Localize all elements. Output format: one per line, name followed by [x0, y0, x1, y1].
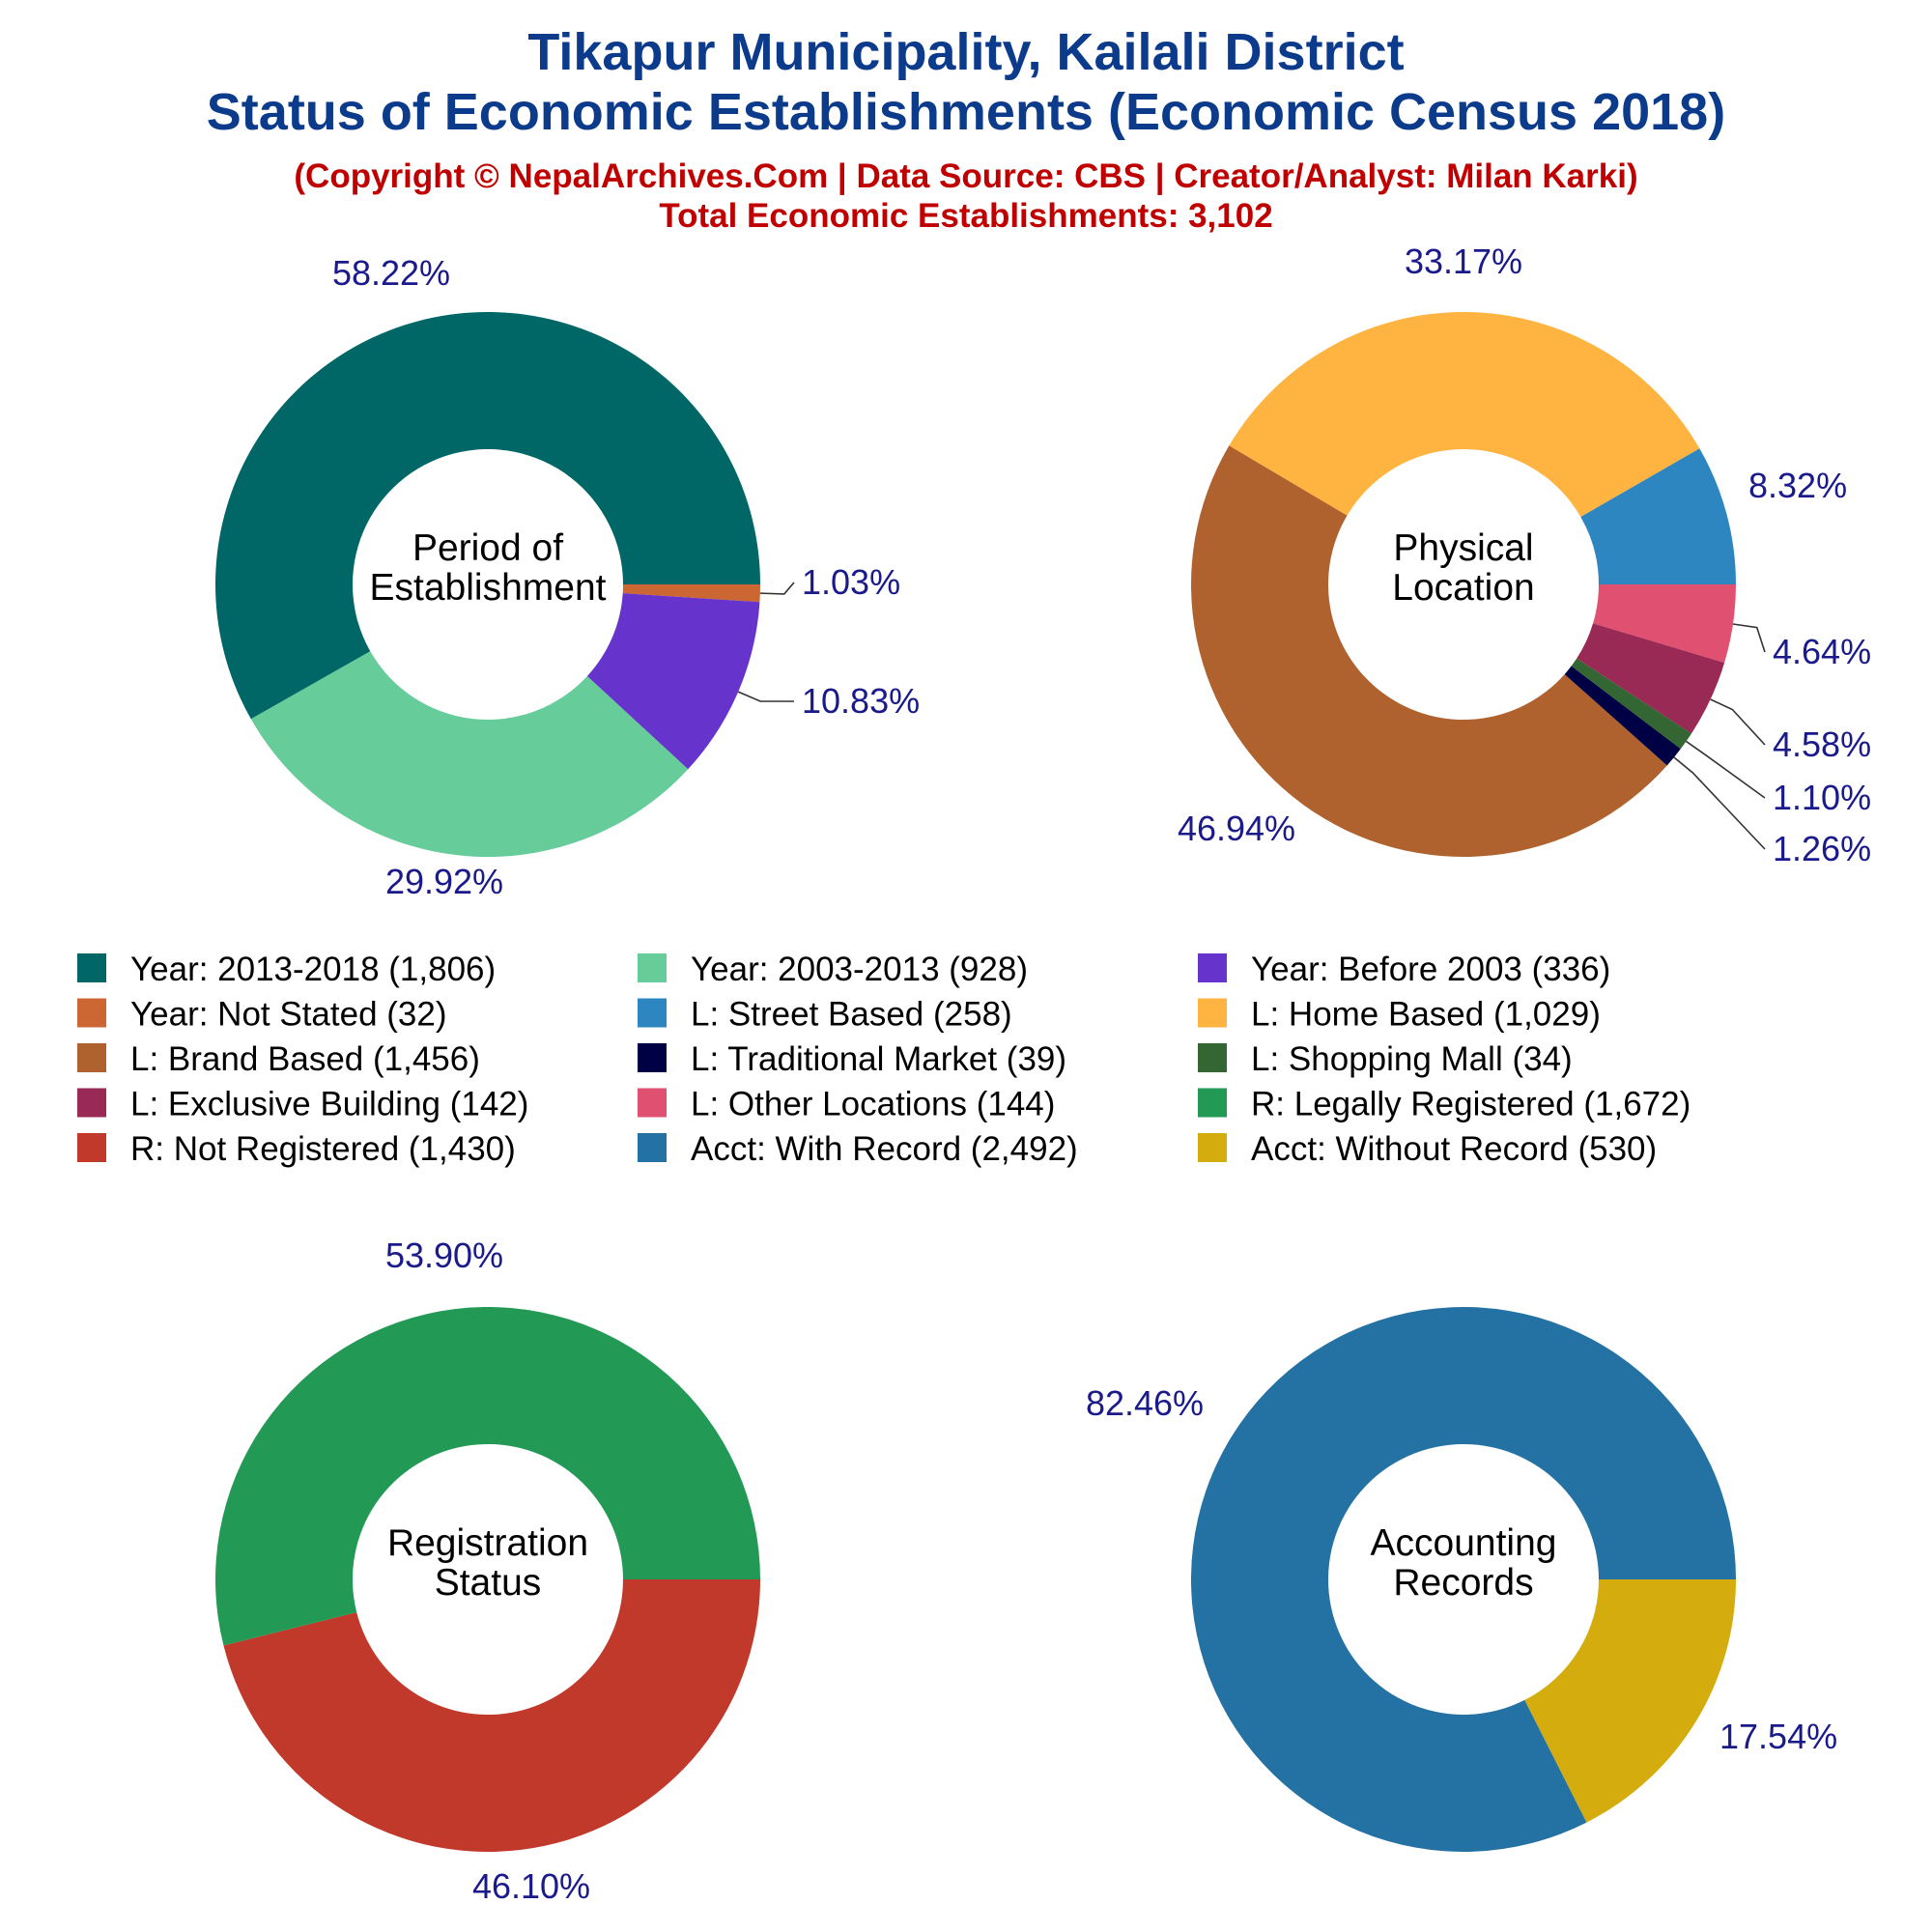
- legend-label-acct-with-record-2-492: Acct: With Record (2,492): [691, 1130, 1078, 1168]
- legend-label-year-2013-2018-1-806: Year: 2013-2018 (1,806): [130, 951, 496, 988]
- percent-label-l-traditional-market: 1.26%: [1773, 829, 1871, 868]
- title-line-1: Tikapur Municipality, Kailali District: [527, 23, 1404, 81]
- leader-line-l-traditional-market: [1673, 756, 1766, 850]
- center-label-line-2: Establishment: [370, 567, 607, 609]
- center-label-line-1: Physical: [1393, 527, 1533, 569]
- slice-acct-with-record: [1191, 1306, 1736, 1852]
- title-line-2: Status of Economic Establishments (Econo…: [207, 83, 1725, 141]
- slice-r-not-registered: [223, 1579, 760, 1852]
- percent-label-l-street-based: 8.32%: [1748, 466, 1847, 505]
- slice-year-2003-2013: [250, 651, 689, 857]
- percent-label-year-2013-2018: 58.22%: [332, 253, 450, 293]
- slice-l-exclusive-building: [1577, 623, 1725, 734]
- percent-label-l-shopping-mall: 1.10%: [1773, 778, 1871, 817]
- slice-acct-without-record: [1524, 1579, 1736, 1823]
- legend: Year: 2013-2018 (1,806) Year: 2003-2013 (…: [77, 951, 1690, 1168]
- legend-label-r-not-registered-1-430: R: Not Registered (1,430): [130, 1130, 516, 1168]
- legend-label-l-shopping-mall-34: L: Shopping Mall (34): [1251, 1040, 1573, 1078]
- legend-swatch-l-shopping-mall-34: [1198, 1043, 1227, 1072]
- legend-swatch-year-not-stated-32: [77, 998, 106, 1028]
- slice-l-home-based: [1229, 311, 1700, 518]
- percent-label-year-before-2003: 10.83%: [802, 681, 920, 721]
- percent-label-acct-with-record: 82.46%: [1086, 1383, 1204, 1423]
- slice-l-street-based: [1580, 448, 1736, 584]
- legend-swatch-year-2013-2018-1-806: [77, 953, 106, 982]
- slice-l-traditional-market: [1564, 666, 1681, 766]
- legend-label-l-brand-based-1-456: L: Brand Based (1,456): [130, 1040, 480, 1078]
- legend-swatch-l-other-locations-144: [638, 1088, 667, 1118]
- donut-chart-physical-location: 4.64% 4.58% 1.10% 1.26% 46.94% 33.17% 8.32% Phy…: [1178, 242, 1871, 868]
- percent-label-year-not-stated: 1.03%: [802, 562, 900, 602]
- legend-label-l-street-based-258: L: Street Based (258): [691, 996, 1012, 1034]
- leader-line-year-not-stated: [759, 582, 795, 595]
- slice-l-other-locations: [1593, 584, 1736, 664]
- legend-swatch-l-brand-based-1-456: [77, 1043, 106, 1072]
- legend-label-year-2003-2013-928: Year: 2003-2013 (928): [691, 951, 1028, 988]
- slice-year-before-2003: [586, 593, 760, 770]
- slice-l-brand-based: [1191, 445, 1667, 858]
- leader-line-l-shopping-mall: [1686, 740, 1766, 799]
- legend-swatch-r-not-registered-1-430: [77, 1133, 106, 1162]
- slice-r-legally-registered: [215, 1306, 760, 1646]
- donut-chart-period-of-establishment: 1.03% 10.83% 29.92% 58.22% Period ofEstablis…: [214, 253, 920, 901]
- center-label-line-2: Records: [1393, 1562, 1533, 1604]
- percent-label-l-home-based: 33.17%: [1405, 242, 1522, 281]
- legend-swatch-acct-with-record-2-492: [638, 1133, 667, 1162]
- percent-label-l-brand-based: 46.94%: [1178, 809, 1295, 848]
- percent-label-r-legally-registered: 53.90%: [385, 1236, 503, 1275]
- slice-l-shopping-mall: [1571, 658, 1691, 750]
- percent-label-l-other-locations: 4.64%: [1773, 632, 1871, 671]
- slice-year-not-stated: [622, 584, 760, 603]
- legend-swatch-acct-without-record-530: [1198, 1133, 1227, 1162]
- center-label-line-2: Status: [435, 1562, 542, 1604]
- legend-swatch-l-street-based-258: [638, 998, 667, 1028]
- credit-line: (Copyright © NepalArchives.Com | Data So…: [294, 157, 1637, 195]
- leader-line-year-before-2003: [737, 691, 795, 702]
- total-line: Total Economic Establishments: 3,102: [659, 197, 1272, 235]
- legend-swatch-l-traditional-market-39: [638, 1043, 667, 1072]
- percent-label-l-exclusive-building: 4.58%: [1773, 724, 1871, 764]
- legend-swatch-r-legally-registered-1-672: [1198, 1088, 1227, 1118]
- legend-label-l-exclusive-building-142: L: Exclusive Building (142): [130, 1086, 528, 1123]
- legend-label-l-other-locations-144: L: Other Locations (144): [691, 1086, 1055, 1123]
- legend-label-l-traditional-market-39: L: Traditional Market (39): [691, 1040, 1066, 1078]
- legend-label-year-before-2003-336: Year: Before 2003 (336): [1251, 951, 1610, 988]
- percent-label-year-2003-2013: 29.92%: [385, 862, 503, 901]
- center-label-line-1: Period of: [412, 527, 563, 569]
- leader-line-l-exclusive-building: [1710, 698, 1766, 746]
- legend-swatch-year-2003-2013-928: [638, 953, 667, 982]
- legend-label-r-legally-registered-1-672: R: Legally Registered (1,672): [1251, 1086, 1690, 1123]
- leader-line-l-other-locations: [1732, 623, 1766, 653]
- center-label-line-1: Accounting: [1371, 1522, 1557, 1564]
- percent-label-acct-without-record: 17.54%: [1719, 1717, 1837, 1756]
- center-label-line-1: Registration: [387, 1522, 588, 1564]
- legend-label-year-not-stated-32: Year: Not Stated (32): [130, 996, 447, 1034]
- center-label-line-2: Location: [1392, 567, 1534, 609]
- legend-swatch-year-before-2003-336: [1198, 953, 1227, 982]
- legend-swatch-l-home-based-1-029: [1198, 998, 1227, 1028]
- legend-label-l-home-based-1-029: L: Home Based (1,029): [1251, 996, 1601, 1034]
- legend-swatch-l-exclusive-building-142: [77, 1088, 106, 1118]
- slice-year-2013-2018: [214, 311, 760, 720]
- legend-label-acct-without-record-530: Acct: Without Record (530): [1251, 1130, 1657, 1168]
- percent-label-r-not-registered: 46.10%: [472, 1866, 590, 1906]
